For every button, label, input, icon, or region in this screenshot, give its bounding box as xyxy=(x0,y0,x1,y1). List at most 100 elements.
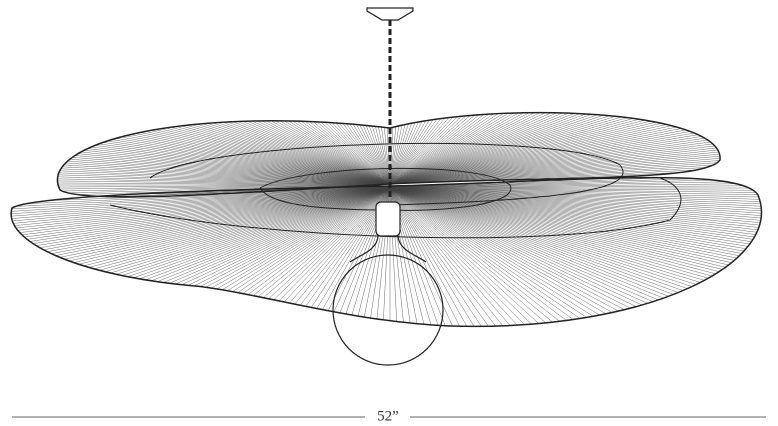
spoke xyxy=(29,187,391,264)
spoke xyxy=(389,112,619,186)
spoke xyxy=(389,112,442,186)
spoke xyxy=(232,187,391,325)
spoke xyxy=(389,187,743,269)
spoke xyxy=(389,187,698,289)
spoke xyxy=(389,187,506,327)
spoke xyxy=(77,112,391,186)
spoke xyxy=(167,187,391,313)
spoke xyxy=(389,177,762,189)
spoke xyxy=(389,146,721,186)
spoke xyxy=(389,112,721,186)
spoke xyxy=(389,177,548,189)
spoke xyxy=(389,112,655,186)
spoke xyxy=(389,187,762,207)
spoke xyxy=(11,187,391,219)
spoke xyxy=(11,187,391,224)
spoke xyxy=(389,187,762,237)
spoke xyxy=(389,187,762,244)
spoke xyxy=(57,141,391,186)
spoke xyxy=(11,187,391,209)
spoke xyxy=(389,187,751,264)
spoke xyxy=(57,184,391,191)
spoke xyxy=(389,112,427,186)
spoke xyxy=(72,112,391,186)
spoke xyxy=(389,187,607,315)
spoke xyxy=(389,187,730,275)
spoke xyxy=(11,187,391,239)
spoke xyxy=(389,112,708,186)
spoke xyxy=(389,187,492,327)
spoke xyxy=(11,187,391,212)
spoke xyxy=(167,112,391,186)
spoke xyxy=(103,187,391,296)
spoke xyxy=(389,112,649,186)
spoke xyxy=(389,187,534,327)
spoke xyxy=(186,187,391,317)
spoke xyxy=(389,187,688,293)
spoke xyxy=(57,174,391,186)
spoke xyxy=(98,112,391,186)
spoke xyxy=(389,112,703,186)
spoke xyxy=(389,187,649,305)
spoke xyxy=(389,187,682,294)
spoke xyxy=(389,187,637,308)
spoke xyxy=(57,146,391,186)
spoke xyxy=(12,187,391,253)
spoke xyxy=(87,187,391,291)
spoke xyxy=(389,112,588,186)
spoke xyxy=(389,187,708,285)
spoke xyxy=(11,187,391,217)
spoke xyxy=(57,179,391,186)
spoke xyxy=(389,187,762,191)
spoke xyxy=(57,149,391,186)
spoke xyxy=(68,112,391,186)
spoke xyxy=(58,187,391,279)
spoke xyxy=(389,112,581,186)
spoke xyxy=(11,187,391,214)
spoke xyxy=(11,187,391,248)
spoke xyxy=(389,187,762,222)
spoke xyxy=(11,187,391,234)
spoke xyxy=(119,187,391,301)
spoke xyxy=(389,187,739,271)
spoke xyxy=(54,187,391,277)
spoke xyxy=(389,187,762,217)
spoke xyxy=(57,161,391,186)
spoke xyxy=(389,187,703,287)
spoke xyxy=(173,187,391,315)
spoke xyxy=(389,112,625,186)
spoke xyxy=(57,159,391,186)
spoke xyxy=(82,112,391,186)
spoke xyxy=(389,112,631,186)
spoke xyxy=(389,187,548,325)
spoke xyxy=(161,112,391,186)
spoke xyxy=(389,187,762,227)
spoke xyxy=(143,112,391,186)
spoke xyxy=(389,112,672,186)
spoke xyxy=(92,112,391,186)
spoke xyxy=(389,187,762,239)
spoke xyxy=(389,112,456,186)
spoke xyxy=(295,112,391,186)
spoke xyxy=(389,112,449,186)
spoke xyxy=(57,177,391,186)
spoke xyxy=(389,187,762,212)
spoke xyxy=(345,112,391,186)
spoke xyxy=(389,187,762,251)
spoke xyxy=(119,112,391,186)
spoke xyxy=(114,187,391,300)
spoke xyxy=(389,112,420,186)
spoke xyxy=(103,112,391,186)
spoke xyxy=(389,187,655,303)
spoke xyxy=(389,187,762,199)
spoke xyxy=(389,187,666,300)
spoke xyxy=(389,187,601,316)
spoke xyxy=(389,187,613,313)
spoke xyxy=(389,187,762,196)
spoke xyxy=(57,182,391,186)
spoke xyxy=(389,112,485,186)
inner-ring xyxy=(259,167,512,211)
spoke xyxy=(389,185,762,189)
spoke xyxy=(389,112,478,186)
spoke xyxy=(389,187,677,296)
